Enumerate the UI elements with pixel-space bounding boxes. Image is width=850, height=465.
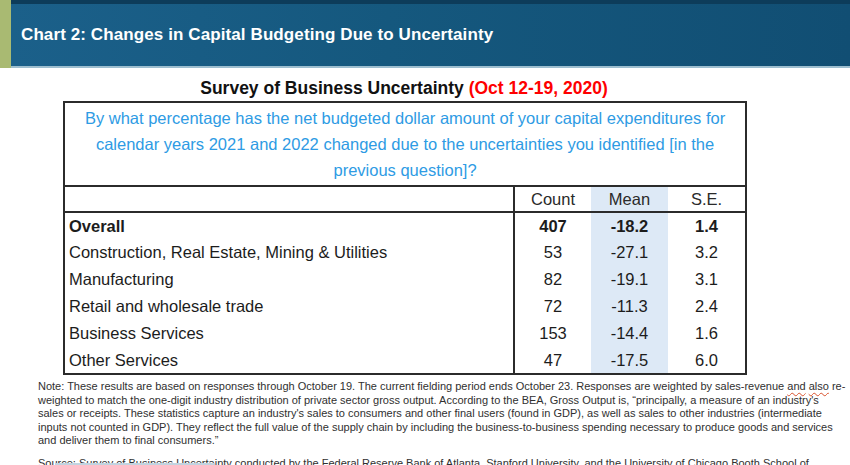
survey-title-main: Survey of Business Uncertainty	[200, 78, 464, 98]
empty-header-cell	[64, 186, 514, 212]
cell-count: 53	[514, 239, 591, 266]
column-header-row: Count Mean S.E.	[64, 186, 746, 212]
cell-se: 3.1	[668, 266, 746, 293]
slide: Chart 2: Changes in Capital Budgeting Du…	[0, 0, 850, 465]
cell-count: 407	[514, 212, 591, 239]
row-label: Other Services	[64, 347, 514, 374]
cell-se: 1.4	[668, 212, 746, 239]
table-row-manufacturing: Manufacturing 82 -19.1 3.1	[64, 266, 746, 293]
cell-mean: -19.1	[591, 266, 668, 293]
survey-table: By what percentage has the net budgeted …	[63, 101, 747, 375]
note-segment-flagged: and	[787, 380, 805, 392]
row-label: Business Services	[64, 320, 514, 347]
header-main: Chart 2: Changes in Capital Budgeting Du…	[11, 0, 850, 68]
cell-se: 6.0	[668, 347, 746, 374]
header-bar: Chart 2: Changes in Capital Budgeting Du…	[0, 0, 850, 68]
table-row-retail: Retail and wholesale trade 72 -11.3 2.4	[64, 293, 746, 320]
cell-se: 3.2	[668, 239, 746, 266]
row-label: Retail and wholesale trade	[64, 293, 514, 320]
row-label: Overall	[64, 212, 514, 239]
cell-count: 72	[514, 293, 591, 320]
table-row-other-services: Other Services 47 -17.5 6.0	[64, 347, 746, 374]
table-row-overall: Overall 407 -18.2 1.4	[64, 212, 746, 239]
survey-question: By what percentage has the net budgeted …	[64, 102, 746, 186]
content-area: Survey of Business Uncertainty (Oct 12-1…	[0, 78, 850, 465]
cell-count: 82	[514, 266, 591, 293]
cell-mean: -14.4	[591, 320, 668, 347]
cell-count: 47	[514, 347, 591, 374]
cell-se: 2.4	[668, 293, 746, 320]
cell-mean: -17.5	[591, 347, 668, 374]
column-header-mean: Mean	[591, 186, 668, 212]
page-title: Chart 2: Changes in Capital Budgeting Du…	[11, 25, 493, 45]
column-header-count: Count	[514, 186, 591, 212]
table-row-construction: Construction, Real Estate, Mining & Util…	[64, 239, 746, 266]
row-label: Construction, Real Estate, Mining & Util…	[64, 239, 514, 266]
note-segment: Note: These results are based on respons…	[38, 380, 787, 392]
cell-mean: -18.2	[591, 212, 668, 239]
column-header-se: S.E.	[668, 186, 746, 212]
question-row: By what percentage has the net budgeted …	[64, 102, 746, 186]
cell-se: 1.6	[668, 320, 746, 347]
table-row-business-services: Business Services 153 -14.4 1.6	[64, 320, 746, 347]
cell-count: 153	[514, 320, 591, 347]
cell-mean: -27.1	[591, 239, 668, 266]
note-segment-flagged: also	[809, 380, 829, 392]
row-label: Manufacturing	[64, 266, 514, 293]
survey-title-date: (Oct 12-19, 2020)	[464, 78, 608, 98]
note-text: Note: These results are based on respons…	[38, 380, 847, 448]
survey-title: Survey of Business Uncertainty (Oct 12-1…	[63, 78, 745, 99]
header-accent-stripe	[0, 0, 11, 68]
cell-mean: -11.3	[591, 293, 668, 320]
